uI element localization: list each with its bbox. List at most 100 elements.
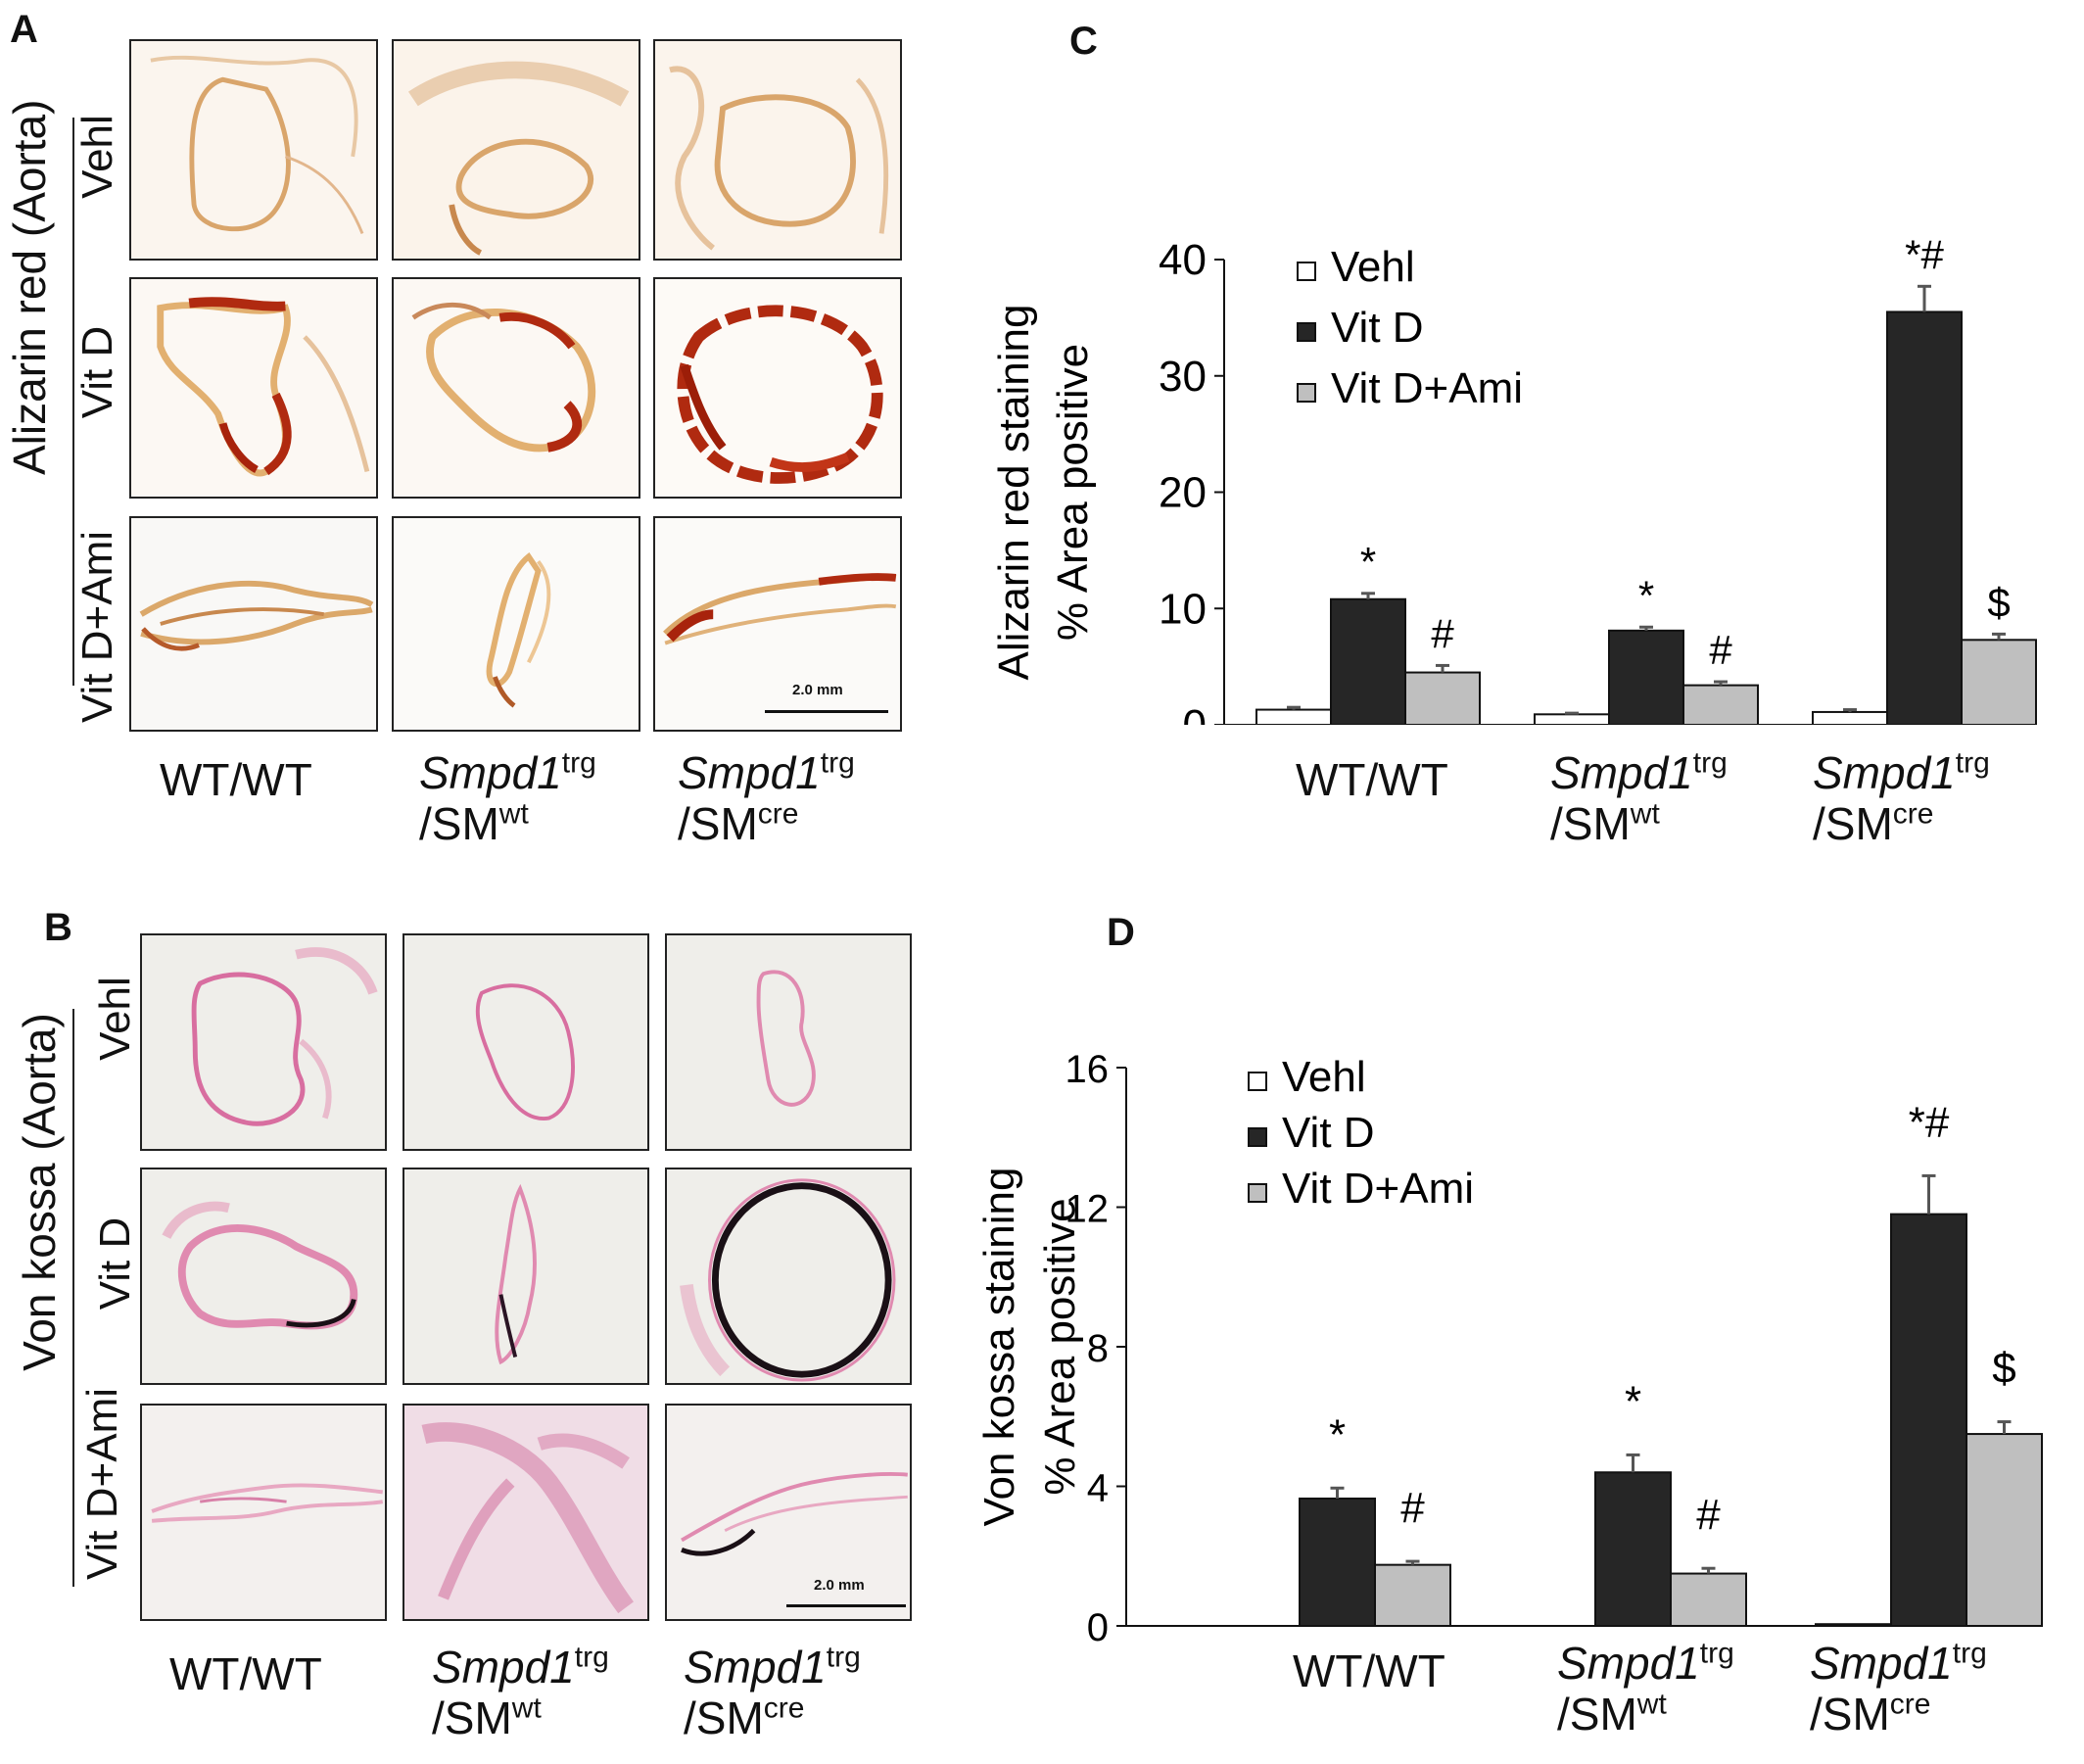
panel-c-genotype-2: Smpd1trg/SMwt xyxy=(1550,746,1728,849)
legend-label: Vit D+Ami xyxy=(1331,364,1523,412)
panel-b-genotype-2: Smpd1trg/SMwt xyxy=(432,1641,609,1743)
bar xyxy=(1374,1563,1451,1627)
significance-marker: * xyxy=(1360,539,1376,585)
panel-b-genotype-1: WT/WT xyxy=(169,1648,322,1699)
significance-marker: # xyxy=(1431,610,1454,656)
panel-a-genotype-2: Smpd1trg/SMwt xyxy=(419,746,596,849)
panel-b-genotype-3: Smpd1trg/SMcre xyxy=(684,1641,861,1743)
y-axis-label: Alizarin red staining xyxy=(990,305,1038,681)
panel-b-stain-label: Von kossa (Aorta) xyxy=(14,1013,65,1371)
y-tick-label: 12 xyxy=(1066,1188,1110,1231)
significance-marker: # xyxy=(1709,627,1732,673)
panel-b-row-label-vitd: Vit D xyxy=(91,1216,139,1311)
y-tick-label: 30 xyxy=(1159,353,1207,401)
significance-marker: *# xyxy=(1909,1098,1950,1146)
y-axis-label: % Area positive xyxy=(1049,344,1097,641)
significance-marker: # xyxy=(1400,1484,1425,1532)
panel-d-genotype-3: Smpd1trg/SMcre xyxy=(1810,1637,1987,1740)
significance-marker: *# xyxy=(1905,231,1944,277)
significance-marker: $ xyxy=(1992,1345,2015,1393)
panel-a-letter: A xyxy=(10,8,38,51)
panel-d-letter: D xyxy=(1107,911,1135,954)
bar xyxy=(1404,671,1481,726)
legend-swatch xyxy=(1297,383,1316,403)
panel-a-genotype-3: Smpd1trg/SMcre xyxy=(678,746,855,849)
micrograph-b-vitd-wt xyxy=(140,1168,387,1385)
panel-a-genotype-1: WT/WT xyxy=(160,754,312,805)
panel-b-scale-bar-label: 2.0 mm xyxy=(814,1577,865,1594)
panel-a-stain-label: Alizarin red (Aorta) xyxy=(4,99,55,475)
panel-b-letter: B xyxy=(44,906,72,949)
significance-marker: * xyxy=(1329,1410,1346,1458)
micrograph-a-vitd-wt xyxy=(129,277,378,499)
micrograph-a-vitd-ami-sm-cre: 2.0 mm xyxy=(653,516,902,732)
y-tick-label: 16 xyxy=(1066,1048,1110,1091)
micrograph-b-vitd-ami-sm-wt xyxy=(403,1404,649,1621)
bar xyxy=(1682,684,1759,726)
bar xyxy=(1255,708,1332,726)
legend-swatch xyxy=(1248,1127,1267,1147)
bar xyxy=(1608,629,1684,726)
panel-c-chart: Alizarin red staining% Area positive 0 10 2… xyxy=(979,215,2076,749)
panel-c-chart-svg: Alizarin red staining% Area positive 0 10 2… xyxy=(990,231,2037,749)
panel-a-row-label-vitd-ami: Vit D+Ami xyxy=(73,530,121,724)
panel-b-bracket-line xyxy=(72,1009,74,1587)
legend-swatch xyxy=(1297,262,1316,281)
legend-swatch xyxy=(1297,322,1316,342)
significance-marker: * xyxy=(1625,1377,1641,1425)
y-axis-label: Von kossa staining xyxy=(979,1168,1023,1527)
bar xyxy=(1966,1433,2043,1627)
micrograph-b-vehl-sm-wt xyxy=(403,933,649,1151)
y-tick-label: 0 xyxy=(1087,1606,1109,1645)
y-tick-label: 10 xyxy=(1159,585,1207,633)
legend-label: Vehl xyxy=(1331,243,1415,291)
panel-a-scale-bar-label: 2.0 mm xyxy=(792,682,843,698)
micrograph-a-vitd-sm-wt xyxy=(392,277,640,499)
y-tick-label: 20 xyxy=(1159,469,1207,517)
panel-d-genotype-2: Smpd1trg/SMwt xyxy=(1557,1637,1734,1740)
bar xyxy=(1815,1623,1892,1627)
significance-marker: $ xyxy=(1987,579,2010,625)
micrograph-a-vitd-ami-wt xyxy=(129,516,378,732)
legend-label: Vit D xyxy=(1282,1109,1375,1157)
panel-d-genotype-1: WT/WT xyxy=(1293,1645,1445,1696)
panel-c-letter: C xyxy=(1069,20,1098,63)
panel-b-row-label-vehl: Vehl xyxy=(91,977,139,1061)
y-tick-label: 0 xyxy=(1183,701,1207,725)
y-tick-label: 8 xyxy=(1087,1327,1109,1370)
panel-a-scale-bar xyxy=(765,710,888,713)
panel-a-row-label-vehl: Vehl xyxy=(73,115,121,199)
micrograph-a-vehl-sm-wt xyxy=(392,39,640,261)
micrograph-b-vehl-sm-cre xyxy=(665,933,912,1151)
panel-c-genotype-3: Smpd1trg/SMcre xyxy=(1813,746,1990,849)
y-tick-label: 40 xyxy=(1159,236,1207,284)
panel-a-bracket-line xyxy=(72,118,74,686)
panel-c-genotype-1: WT/WT xyxy=(1296,754,1448,805)
bar xyxy=(1330,597,1406,726)
panel-d-chart-svg: Von kossa staining % Area positive 0 4 8 12 16… xyxy=(975,1048,2043,1649)
bar xyxy=(1670,1572,1747,1627)
bar xyxy=(1299,1497,1376,1627)
panel-b-scale-bar xyxy=(786,1604,906,1607)
significance-marker: * xyxy=(1638,572,1654,618)
micrograph-b-vitd-ami-wt xyxy=(140,1404,387,1621)
legend-label: Vit D xyxy=(1331,304,1424,352)
micrograph-a-vitd-sm-cre xyxy=(653,277,902,499)
legend-label: Vit D+Ami xyxy=(1282,1165,1474,1213)
bar xyxy=(1890,1213,1967,1627)
panel-b-row-label-vitd-ami: Vit D+Ami xyxy=(78,1387,126,1581)
micrograph-a-vehl-wt xyxy=(129,39,378,261)
panel-a-row-label-vitd: Vit D xyxy=(73,325,121,419)
micrograph-a-vitd-ami-sm-wt xyxy=(392,516,640,732)
micrograph-b-vitd-ami-sm-cre: 2.0 mm xyxy=(665,1404,912,1621)
micrograph-b-vehl-wt xyxy=(140,933,387,1151)
micrograph-a-vehl-sm-cre xyxy=(653,39,902,261)
bar xyxy=(1812,710,1888,726)
bar xyxy=(1886,310,1963,726)
y-tick-label: 4 xyxy=(1087,1467,1109,1510)
legend-swatch xyxy=(1248,1183,1267,1203)
y-axis-label: % Area positive xyxy=(1036,1198,1084,1495)
legend-swatch xyxy=(1248,1072,1267,1091)
legend-label: Vehl xyxy=(1282,1053,1366,1101)
micrograph-b-vitd-sm-wt xyxy=(403,1168,649,1385)
